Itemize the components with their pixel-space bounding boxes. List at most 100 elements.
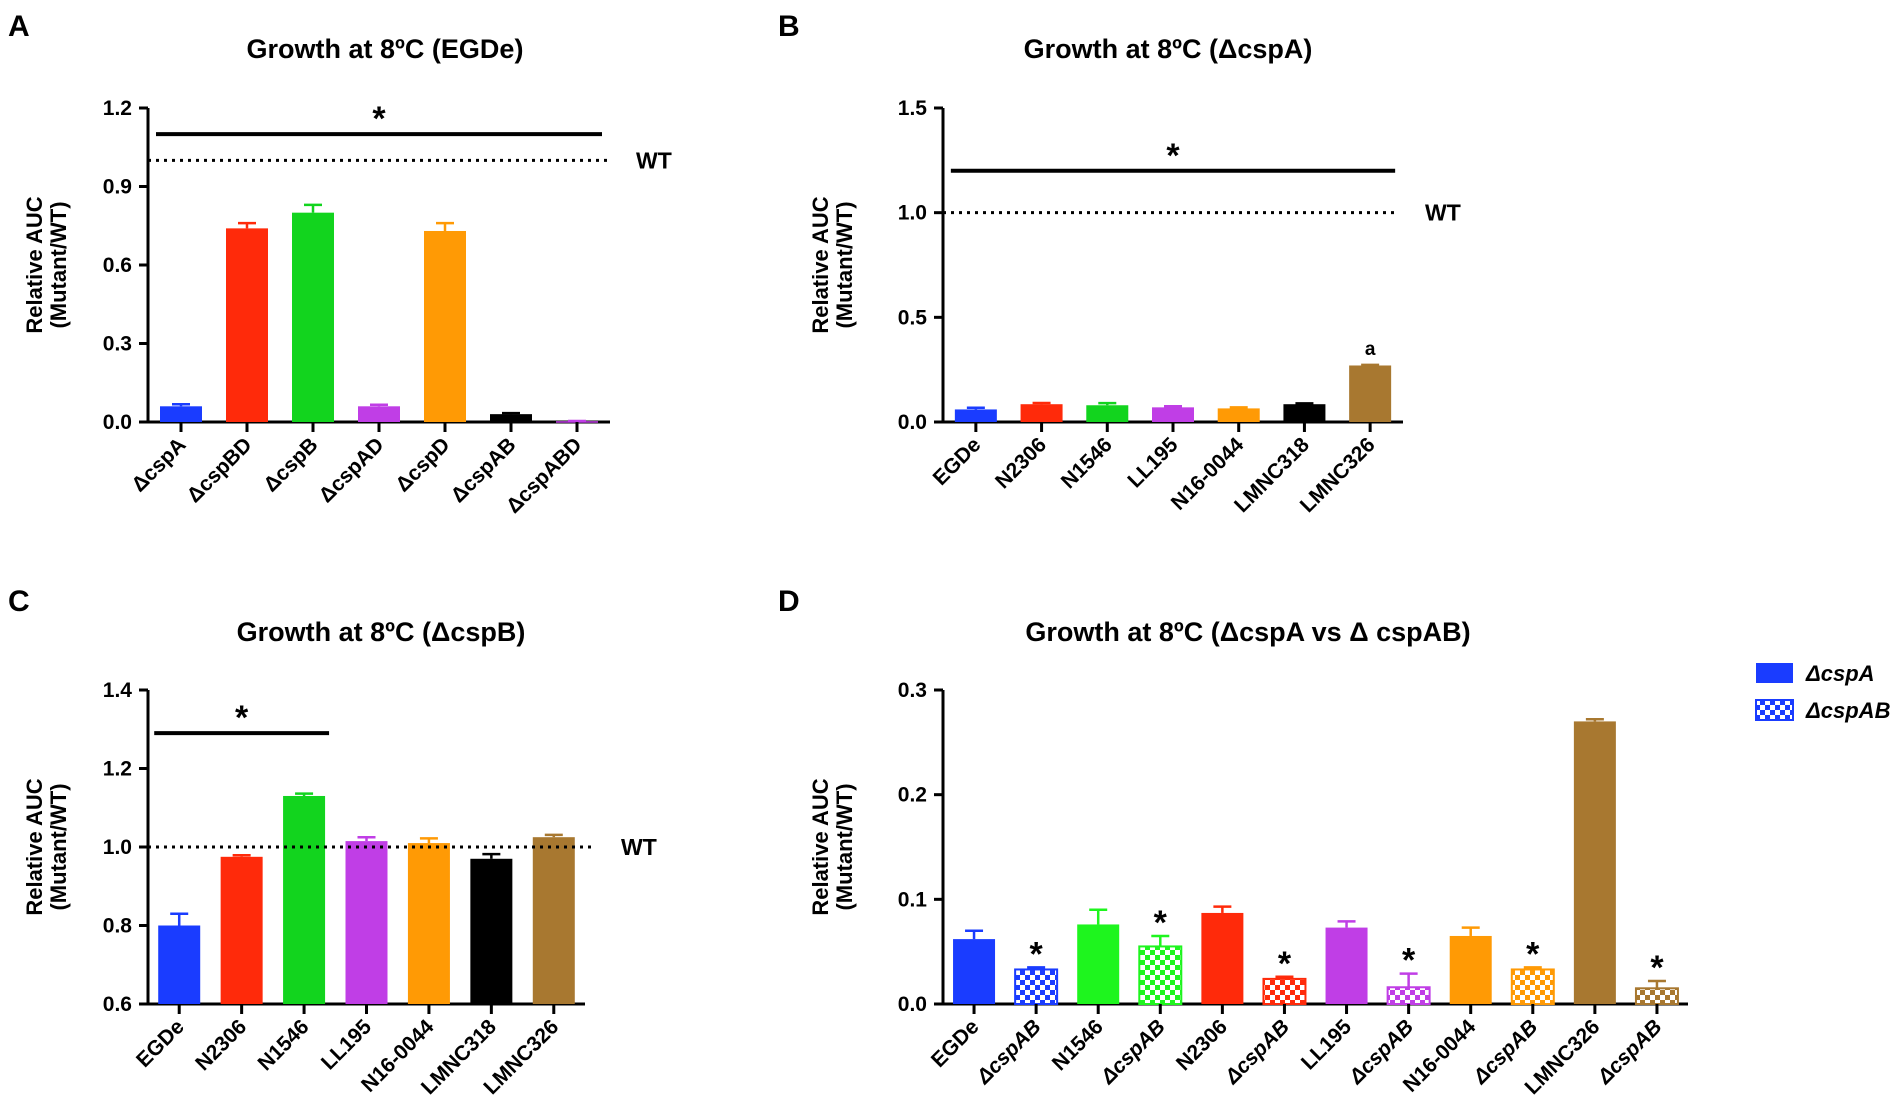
- wt-label: WT: [1425, 200, 1461, 226]
- y-tick-label: 0.6: [103, 254, 132, 277]
- x-tick-label: N2306: [191, 1015, 251, 1075]
- y-axis-label-line2: (Mutant/WT): [832, 783, 857, 910]
- bar: [1283, 404, 1326, 422]
- y-axis-label-line2: (Mutant/WT): [46, 783, 71, 910]
- bar: [532, 837, 575, 1004]
- bar: [407, 843, 450, 1004]
- significance-star: *: [1030, 935, 1044, 973]
- bar: [490, 414, 532, 422]
- x-tick-label: N1546: [1057, 433, 1117, 493]
- y-axis-label-line1: Relative AUC: [808, 196, 833, 333]
- x-tick-label: LL195: [1297, 1015, 1356, 1074]
- panel-a: A Growth at 8ºC (EGDe) Relative AUC (Mutant…: [8, 10, 672, 518]
- chart-title: Growth at 8ºC (ΔcspB): [237, 617, 526, 647]
- panel-c: C Growth at 8ºC (ΔcspB) Relative AUC (Mutan…: [8, 585, 657, 1099]
- y-axis-label-line2: (Mutant/WT): [46, 201, 71, 328]
- significance-star: *: [1650, 949, 1664, 987]
- bar: [1510, 968, 1555, 1006]
- legend-swatch: [1755, 699, 1794, 721]
- significance-star: *: [235, 699, 249, 737]
- y-tick-label: 0.0: [898, 993, 927, 1016]
- y-tick-label: 1.2: [103, 758, 132, 781]
- panel-d: D Growth at 8ºC (ΔcspA vs Δ cspAB) Relativ…: [778, 585, 1891, 1099]
- x-tick-label: LL195: [317, 1015, 376, 1074]
- y-axis-label: Relative AUC (Mutant/WT): [808, 778, 857, 915]
- y-tick-label: 0.8: [103, 915, 133, 938]
- panel-b: B Growth at 8ºC (ΔcspA) Relative AUC (Mutan…: [778, 10, 1461, 517]
- significance-star: *: [1278, 945, 1292, 983]
- chart-title: Growth at 8ºC (ΔcspA): [1024, 34, 1313, 64]
- y-tick-label: 0.0: [898, 411, 927, 434]
- panel-letter: C: [8, 585, 30, 618]
- bar: [424, 230, 466, 422]
- x-tick-label: ΔcspAB: [1593, 1015, 1667, 1089]
- bar: [954, 409, 997, 422]
- panel-letter: B: [778, 10, 800, 43]
- significance-star: *: [1166, 137, 1180, 175]
- x-tick-label: ΔcspBD: [183, 433, 257, 507]
- significance-star: *: [372, 100, 386, 138]
- bar: [1573, 721, 1616, 1004]
- bar: [1386, 986, 1431, 1006]
- x-tick-label: N2306: [991, 433, 1051, 493]
- x-tick-label: ΔcspAB: [1220, 1015, 1294, 1089]
- x-tick-label: EGDe: [927, 1015, 984, 1072]
- bar: [292, 212, 334, 422]
- y-axis-label-line1: Relative AUC: [22, 778, 47, 915]
- legend-label: ΔcspA: [1805, 661, 1875, 686]
- x-tick-label: ΔcspB: [259, 433, 322, 496]
- y-axis-label: Relative AUC (Mutant/WT): [22, 778, 71, 915]
- bar: [1325, 927, 1368, 1004]
- x-tick-label: N1546: [254, 1015, 314, 1075]
- bar: [220, 856, 263, 1004]
- x-tick-label: N1546: [1048, 1015, 1108, 1075]
- y-tick-label: 0.5: [898, 306, 928, 329]
- chart-title: Growth at 8ºC (EGDe): [247, 34, 524, 64]
- significance-star: *: [1154, 904, 1168, 942]
- bar: [1634, 987, 1679, 1005]
- y-axis-label-line1: Relative AUC: [22, 196, 47, 333]
- letter-annotation: a: [1365, 339, 1376, 360]
- x-tick-label: ΔcspAB: [1096, 1015, 1170, 1089]
- bar: [226, 228, 268, 422]
- bar: [1349, 365, 1392, 422]
- y-tick-label: 1.0: [898, 202, 927, 225]
- y-tick-label: 1.2: [103, 97, 132, 120]
- bar: [1020, 404, 1063, 422]
- bar: [345, 841, 388, 1004]
- y-tick-label: 0.9: [103, 176, 132, 199]
- bar: [358, 406, 400, 422]
- panel-letter: D: [778, 585, 800, 618]
- bar: [556, 421, 598, 423]
- y-tick-label: 1.0: [103, 836, 132, 859]
- bar: [283, 795, 326, 1004]
- y-axis-label-line1: Relative AUC: [808, 778, 833, 915]
- y-tick-label: 0.6: [103, 993, 132, 1016]
- wt-label: WT: [636, 147, 672, 173]
- legend-swatch: [1756, 663, 1793, 683]
- chart-title: Growth at 8ºC (ΔcspA vs Δ cspAB): [1025, 617, 1470, 647]
- y-axis-label-line2: (Mutant/WT): [832, 201, 857, 328]
- y-tick-label: 0.2: [898, 784, 927, 807]
- bar: [1262, 977, 1307, 1006]
- bar: [1014, 968, 1059, 1006]
- bar: [1152, 407, 1194, 422]
- x-tick-label: LL195: [1123, 433, 1182, 492]
- x-tick-label: EGDe: [132, 1015, 189, 1072]
- y-tick-label: 0.0: [103, 411, 132, 434]
- x-tick-label: ΔcspAD: [315, 433, 389, 507]
- y-tick-label: 1.4: [103, 679, 133, 702]
- bar: [1086, 405, 1129, 422]
- bar: [1201, 912, 1244, 1004]
- wt-label: WT: [621, 834, 657, 860]
- panel-letter: A: [8, 10, 30, 43]
- significance-star: *: [1402, 942, 1416, 980]
- y-tick-label: 0.3: [898, 679, 927, 702]
- bar: [160, 406, 202, 422]
- x-tick-label: ΔcspA: [127, 433, 190, 496]
- x-tick-label: N2306: [1172, 1015, 1232, 1075]
- x-tick-label: ΔcspD: [391, 433, 454, 496]
- x-tick-label: ΔcspAB: [972, 1015, 1046, 1089]
- y-tick-label: 0.1: [898, 888, 928, 911]
